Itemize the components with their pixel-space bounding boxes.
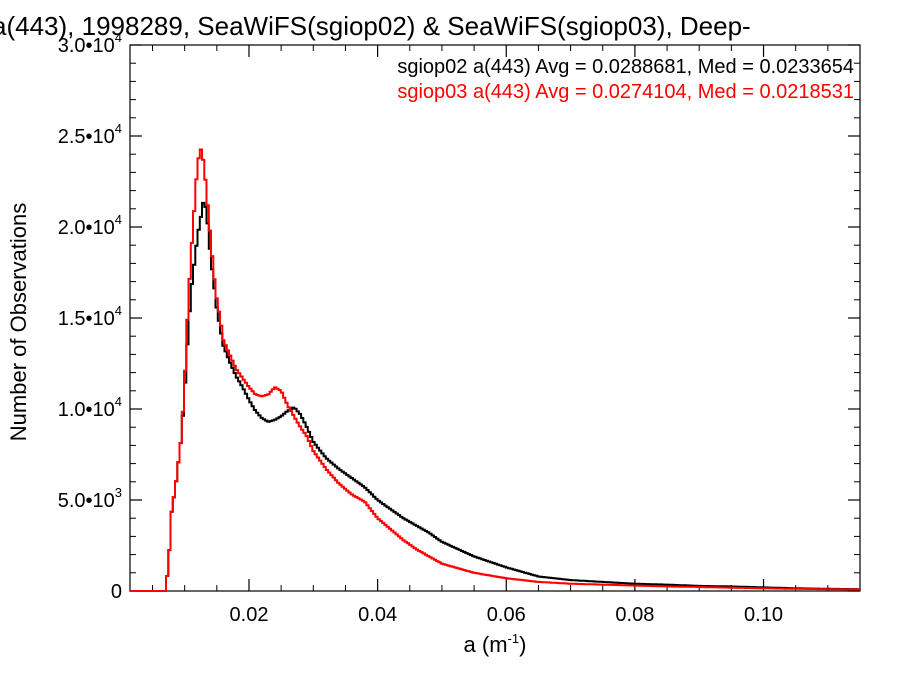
x-tick-label: 0.04 bbox=[358, 604, 397, 626]
y-tick-label-exponent: 4 bbox=[115, 30, 122, 45]
y-tick-label-base: 2.5•10 bbox=[58, 126, 115, 148]
y-axis-label: Number of Observations bbox=[6, 203, 31, 441]
y-tick-label-exponent: 3 bbox=[115, 485, 122, 500]
axes-layer: 0.02 0.04 0.06 0.08 0.1005.0•1031.0•1041.5•1… bbox=[58, 30, 861, 626]
y-tick-label: 3.0•104 bbox=[58, 30, 122, 57]
x-axis-label-unit-exponent: -1 bbox=[508, 631, 520, 646]
y-tick-label: 2.0•104 bbox=[58, 212, 122, 239]
x-axis-label: a (m-1) bbox=[464, 631, 527, 657]
legend-entry-sgiop02: sgiop02 a(443) Avg = 0.0288681, Med = 0.… bbox=[397, 56, 854, 78]
legend: sgiop02 a(443) Avg = 0.0288681, Med = 0.… bbox=[397, 56, 854, 103]
y-tick-label: 2.5•104 bbox=[58, 121, 122, 148]
legend-entry-sgiop03: sgiop03 a(443) Avg = 0.0274104, Med = 0.… bbox=[397, 81, 854, 103]
y-tick-label-exponent: 4 bbox=[115, 212, 122, 227]
y-tick-label-exponent: 4 bbox=[115, 121, 122, 136]
y-tick-label-base: 5.0•10 bbox=[58, 490, 115, 512]
x-axis-label-text: a (m bbox=[464, 632, 508, 657]
series-line-sgiop02 bbox=[130, 201, 860, 592]
y-tick-label: 0 bbox=[111, 581, 122, 603]
y-tick-label-base: 2.0•10 bbox=[58, 217, 115, 239]
y-tick-label: 1.0•104 bbox=[58, 394, 122, 421]
x-tick-label: 0.10 bbox=[744, 604, 783, 626]
y-tick-label-exponent: 4 bbox=[115, 394, 122, 409]
y-tick-label-base: 0 bbox=[111, 581, 122, 603]
y-tick-label-base: 1.5•10 bbox=[58, 308, 115, 330]
plot-frame bbox=[129, 44, 861, 592]
y-tick-label-base: 1.0•10 bbox=[58, 399, 115, 421]
x-tick-label: 0.06 bbox=[487, 604, 526, 626]
series-layer bbox=[130, 148, 860, 592]
y-tick-label-exponent: 4 bbox=[115, 303, 122, 318]
y-tick-label: 5.0•103 bbox=[58, 485, 122, 512]
x-tick-label: 0.08 bbox=[615, 604, 654, 626]
series-line-sgiop03 bbox=[130, 148, 860, 592]
y-tick-label-base: 3.0•10 bbox=[58, 35, 115, 57]
x-tick-label: 0.02 bbox=[230, 604, 269, 626]
x-axis-label-suffix: ) bbox=[519, 632, 526, 657]
chart-title: a(443), 1998289, SeaWiFS(sgiop02) & SeaW… bbox=[0, 11, 751, 41]
y-tick-label: 1.5•104 bbox=[58, 303, 122, 330]
